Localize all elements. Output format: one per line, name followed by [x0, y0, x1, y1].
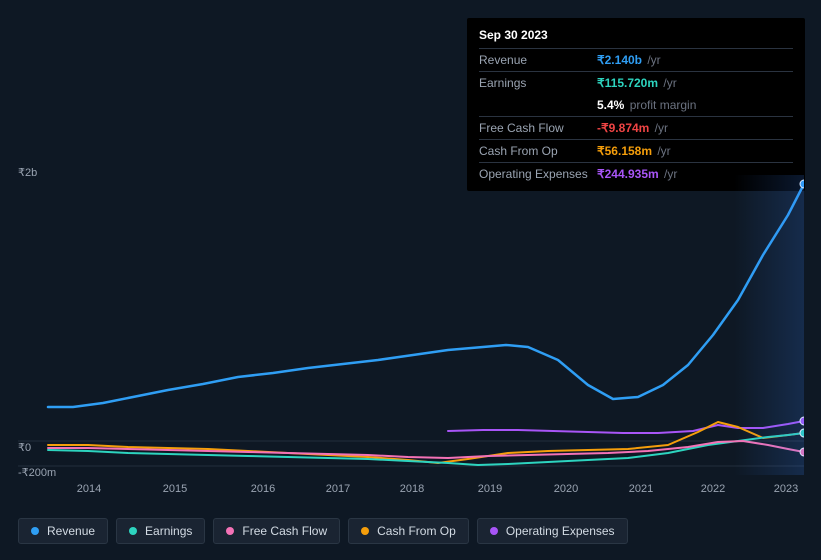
chart-plot-area — [18, 175, 804, 475]
legend-dot-icon — [31, 527, 39, 535]
legend-item-free-cash-flow[interactable]: Free Cash Flow — [213, 518, 340, 544]
tooltip-row-label: Free Cash Flow — [479, 119, 597, 137]
x-axis-tick-label: 2021 — [629, 483, 653, 495]
chart-tooltip: Sep 30 2023 Revenue₹2.140b /yrEarnings₹1… — [467, 18, 805, 191]
x-axis-tick-label: 2015 — [163, 483, 187, 495]
legend-item-label: Free Cash Flow — [242, 524, 327, 538]
series-end-marker — [800, 448, 804, 456]
legend-item-operating-expenses[interactable]: Operating Expenses — [477, 518, 628, 544]
series-line-free-cash-flow — [48, 441, 804, 458]
x-axis-tick-label: 2017 — [326, 483, 350, 495]
x-axis-tick-label: 2020 — [554, 483, 578, 495]
legend-item-label: Earnings — [145, 524, 192, 538]
x-axis-tick-label: 2016 — [251, 483, 275, 495]
tooltip-row-value: ₹2.140b /yr — [597, 51, 661, 69]
legend-dot-icon — [129, 527, 137, 535]
x-axis-tick-label: 2019 — [478, 483, 502, 495]
legend-item-earnings[interactable]: Earnings — [116, 518, 205, 544]
tooltip-row-value: ₹56.158m /yr — [597, 142, 671, 160]
x-axis-tick-label: 2018 — [400, 483, 424, 495]
tooltip-row-earnings: Earnings₹115.720m /yr — [479, 71, 793, 94]
series-end-marker — [800, 180, 804, 188]
tooltip-row-value: ₹115.720m /yr — [597, 74, 677, 92]
tooltip-row-margin: 5.4% profit margin — [479, 94, 793, 116]
legend-dot-icon — [490, 527, 498, 535]
tooltip-body: Revenue₹2.140b /yrEarnings₹115.720m /yr5… — [479, 48, 793, 185]
legend-item-label: Cash From Op — [377, 524, 456, 538]
tooltip-date: Sep 30 2023 — [479, 26, 793, 48]
chart-svg — [18, 175, 804, 475]
legend-dot-icon — [361, 527, 369, 535]
tooltip-row-label: Revenue — [479, 51, 597, 69]
series-line-revenue — [48, 184, 804, 407]
legend-item-label: Revenue — [47, 524, 95, 538]
tooltip-row-fcf: Free Cash Flow-₹9.874m /yr — [479, 116, 793, 139]
series-end-marker — [800, 417, 804, 425]
tooltip-row-cfo: Cash From Op₹56.158m /yr — [479, 139, 793, 162]
legend-item-cash-from-op[interactable]: Cash From Op — [348, 518, 469, 544]
tooltip-row-value: 5.4% profit margin — [597, 96, 696, 114]
tooltip-row-label: Earnings — [479, 74, 597, 92]
legend-item-revenue[interactable]: Revenue — [18, 518, 108, 544]
tooltip-row-label: Cash From Op — [479, 142, 597, 160]
x-axis-tick-label: 2023 — [774, 483, 798, 495]
x-axis-tick-label: 2014 — [77, 483, 101, 495]
series-end-marker — [800, 429, 804, 437]
legend-dot-icon — [226, 527, 234, 535]
tooltip-row-label — [479, 96, 597, 114]
x-axis-labels: 2014 2015 2016 2017 2018 2019 2020 2021 2022 2023 — [18, 483, 804, 499]
chart-legend: Revenue Earnings Free Cash Flow Cash From O… — [18, 518, 628, 544]
series-line-operating-expenses — [448, 421, 804, 433]
tooltip-row-revenue: Revenue₹2.140b /yr — [479, 48, 793, 71]
legend-item-label: Operating Expenses — [506, 524, 615, 538]
x-axis-tick-label: 2022 — [701, 483, 725, 495]
tooltip-row-value: -₹9.874m /yr — [597, 119, 668, 137]
